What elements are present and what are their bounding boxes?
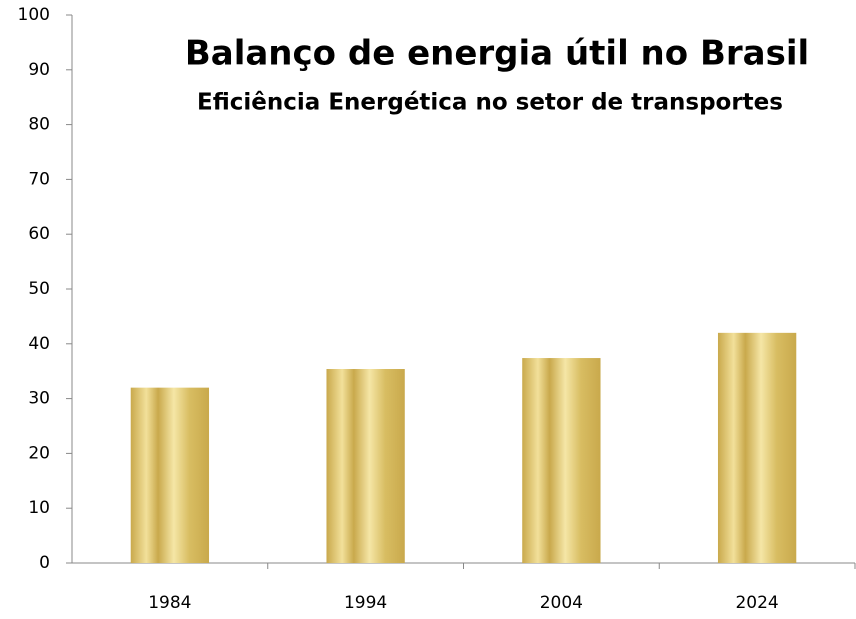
y-tick-label: 0: [39, 553, 50, 573]
x-tick-label: 1994: [344, 593, 387, 613]
y-tick-label: 20: [28, 443, 50, 463]
y-tick-label: 90: [28, 60, 50, 80]
bar: [130, 387, 210, 563]
y-tick-label: 30: [28, 389, 50, 409]
x-tick-label: 2004: [540, 593, 583, 613]
chart-subtitle: Eficiência Energética no setor de transp…: [197, 90, 783, 116]
y-tick-label: 40: [28, 334, 50, 354]
bar: [522, 358, 601, 563]
y-tick-label: 80: [28, 115, 50, 135]
x-tick-label: 2024: [735, 593, 778, 613]
chart-title: Balanço de energia útil no Brasil: [185, 34, 809, 74]
y-tick-label: 60: [28, 224, 50, 244]
y-tick-label: 100: [18, 5, 50, 25]
y-tick-label: 50: [28, 279, 50, 299]
bar: [326, 369, 405, 563]
y-tick-label: 10: [28, 498, 50, 518]
y-tick-label: 70: [28, 169, 50, 189]
bar: [717, 332, 797, 563]
x-tick-label: 1984: [148, 593, 191, 613]
